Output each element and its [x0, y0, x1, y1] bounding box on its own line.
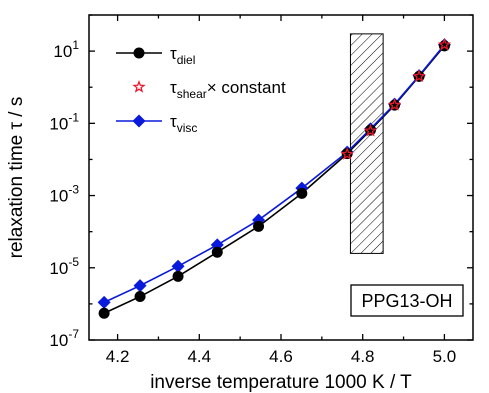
annotation-label: PPG13-OH [361, 291, 452, 311]
data-point-visc [133, 279, 147, 293]
legend-label-shear: τshear× constant [170, 78, 286, 101]
legend-marker-shear [132, 79, 146, 93]
data-point-diel [253, 220, 265, 232]
data-point-shear [340, 147, 354, 160]
data-point-shear [387, 98, 402, 111]
annotation-box [350, 284, 464, 317]
legend-label-visc: τvisc [170, 112, 197, 135]
y-tick-label: 101 [53, 38, 79, 61]
x-tick-label: 5.0 [433, 347, 457, 366]
y-tick-label: 10-7 [49, 327, 79, 350]
data-point-diel [211, 246, 223, 258]
y-tick-label: 10-5 [49, 255, 79, 278]
data-point-shear [363, 123, 378, 137]
data-point-diel [134, 291, 146, 303]
data-point-shear [412, 69, 426, 83]
legend-label-diel: τdiel [170, 44, 195, 67]
x-tick-label: 4.2 [106, 347, 130, 366]
x-tick-label: 4.6 [269, 347, 293, 366]
x-tick-label: 4.8 [351, 347, 375, 366]
data-point-visc [97, 295, 111, 309]
data-point-shear [437, 37, 452, 51]
data-point-diel [98, 307, 110, 319]
data-point-diel [296, 187, 308, 199]
x-tick-label: 4.4 [187, 347, 211, 366]
legend-marker-visc [132, 114, 146, 128]
legend-marker-diel [133, 47, 145, 59]
x-axis-title: inverse temperature 1000 K / T [150, 372, 412, 393]
data-point-visc [171, 259, 185, 273]
y-tick-label: 10-3 [49, 183, 79, 206]
y-tick-label: 10-1 [49, 110, 79, 133]
data-point-diel [172, 270, 184, 282]
y-axis-title: relaxation time τ / s [6, 97, 27, 259]
